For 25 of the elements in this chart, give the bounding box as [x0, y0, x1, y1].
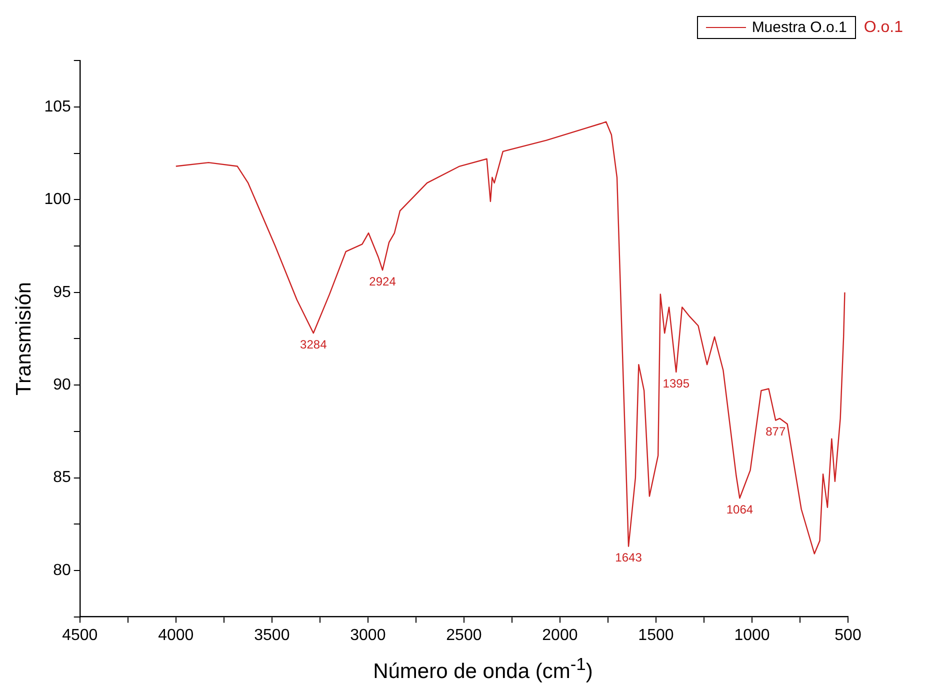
y-tick-label: 105: [44, 98, 71, 116]
x-tick-label: 1000: [734, 626, 770, 644]
x-tick-label: 4500: [62, 626, 98, 644]
annotation: 877: [766, 424, 786, 439]
y-tick-label: 90: [53, 376, 71, 394]
annotation: 1643: [615, 550, 642, 565]
annotation: 1395: [662, 376, 690, 390]
x-tick-label: 500: [834, 626, 862, 644]
x-tick-label: 4000: [158, 626, 194, 644]
x-tick-label: 3000: [350, 626, 386, 644]
legend-label: Muestra O.o.1: [752, 19, 847, 36]
annotation: 1064: [726, 502, 754, 516]
annotation: 2924: [369, 274, 396, 288]
x-tick-label: 2000: [542, 626, 578, 644]
y-tick-label: 100: [44, 191, 71, 208]
y-tick-label: 95: [53, 284, 71, 301]
y-tick-label: 80: [53, 562, 71, 579]
x-tick-label: 3500: [254, 626, 290, 644]
x-tick-label: 1500: [638, 626, 674, 644]
x-axis-title: Número de onda (cm$^{-1}$): [372, 653, 594, 685]
y-tick-label: 85: [53, 469, 71, 486]
x-tick-label: 2500: [446, 626, 482, 644]
text: O.o.1: [864, 18, 903, 36]
annotation: 3284: [300, 337, 328, 352]
y-axis-title: Transmisión: [12, 282, 36, 396]
